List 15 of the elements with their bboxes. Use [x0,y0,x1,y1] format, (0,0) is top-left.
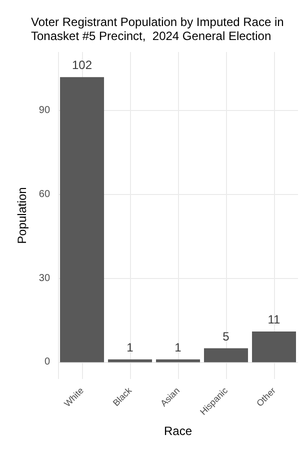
y-tick-label: 0 [44,356,50,368]
y-tick-label: 30 [38,272,50,284]
data-label: 5 [222,329,230,344]
data-label: 102 [72,58,92,72]
bar [252,331,296,362]
data-label: 1 [126,340,134,354]
y-tick-label: 60 [38,189,50,200]
data-label: 1 [174,340,182,354]
bar [60,77,104,362]
y-tick-label: 90 [38,105,50,116]
data-label: 11 [268,312,281,326]
y-axis-title: Population [15,187,29,244]
chart-title: Voter Registrant Population by Imputed Race in Tonasket #5 Precinct, 2024 General Election [31,15,284,43]
bar [204,348,248,362]
x-axis-title: Race [164,424,192,438]
